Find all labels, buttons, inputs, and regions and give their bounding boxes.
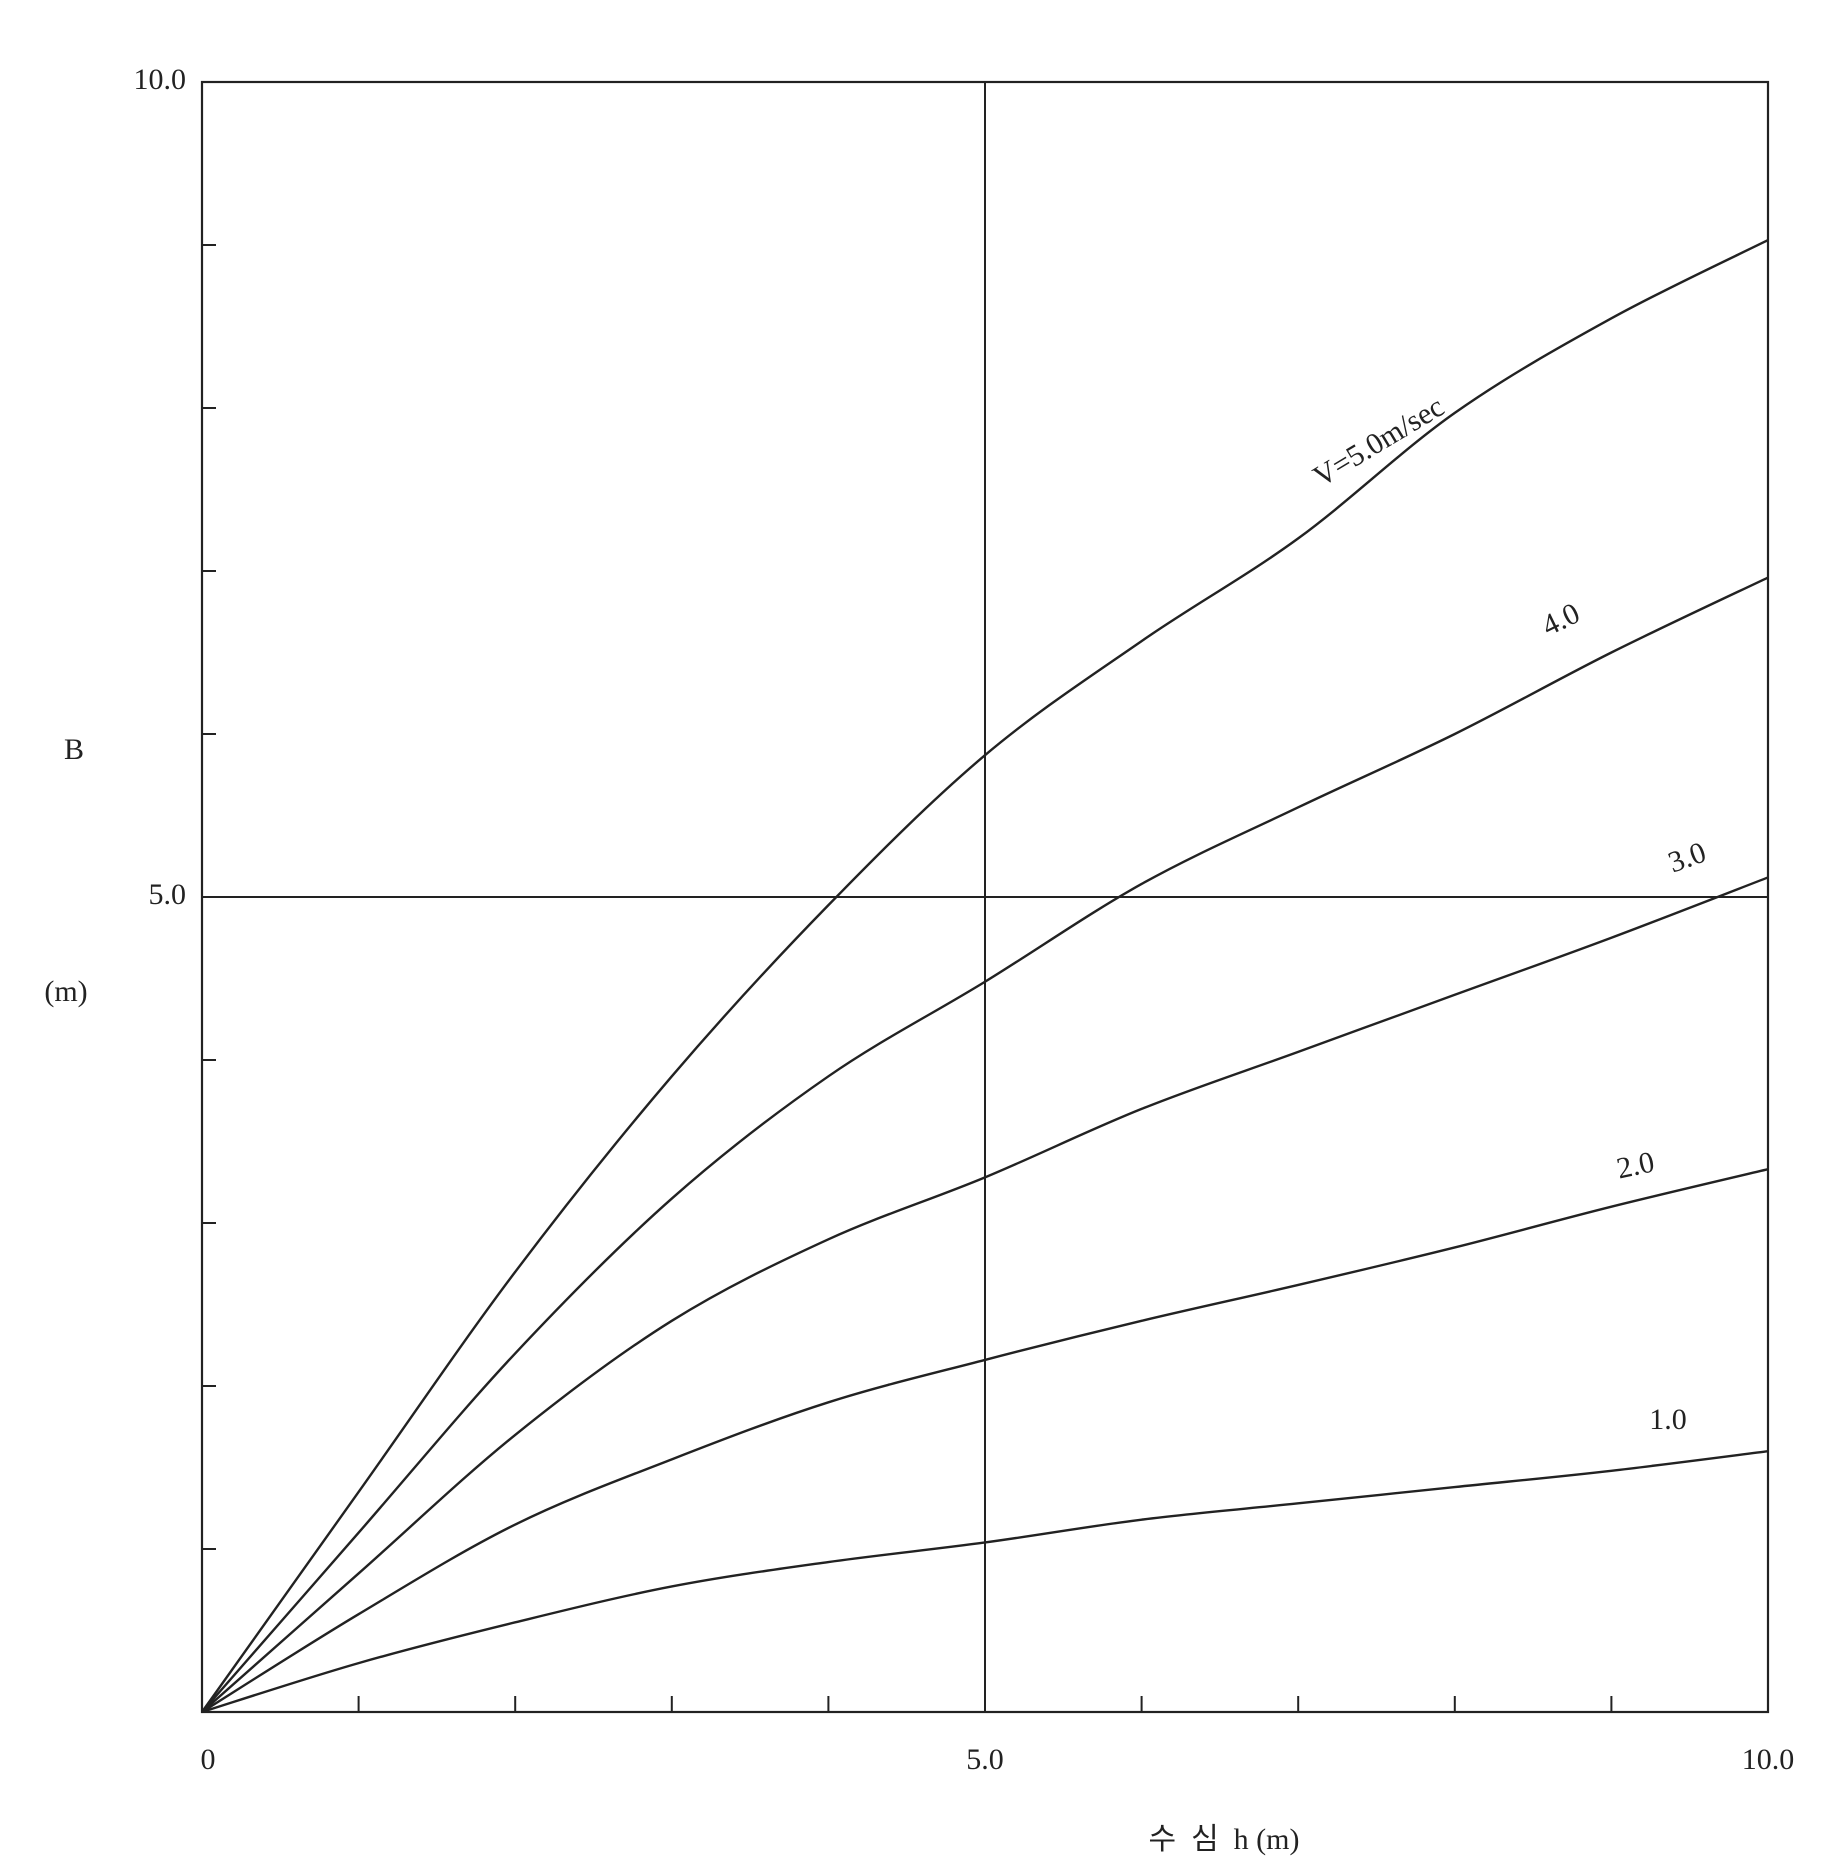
x-tick-label: 5.0 bbox=[966, 1743, 1004, 1776]
curve bbox=[201, 1168, 1769, 1714]
curve-label: 2.0 bbox=[1614, 1145, 1658, 1185]
y-tick-label: 5.0 bbox=[149, 878, 187, 911]
curve-label: 1.0 bbox=[1649, 1403, 1687, 1436]
y-axis-unit: (m) bbox=[44, 975, 87, 1008]
curve bbox=[201, 576, 1769, 1713]
curve bbox=[201, 1450, 1769, 1714]
x-tick-label: 10.0 bbox=[1742, 1743, 1795, 1776]
curve bbox=[201, 239, 1769, 1713]
curve-label: V=5.0m/sec bbox=[1308, 390, 1450, 494]
x-axis-label: 수 심 h (m) bbox=[1148, 1823, 1299, 1856]
x-tick-label: 0 bbox=[201, 1743, 216, 1776]
curve-label: 4.0 bbox=[1537, 597, 1585, 643]
y-tick-label: 10.0 bbox=[134, 63, 187, 96]
y-axis-label: B bbox=[64, 733, 84, 766]
curve-label: 3.0 bbox=[1664, 836, 1711, 880]
curve bbox=[201, 876, 1769, 1713]
